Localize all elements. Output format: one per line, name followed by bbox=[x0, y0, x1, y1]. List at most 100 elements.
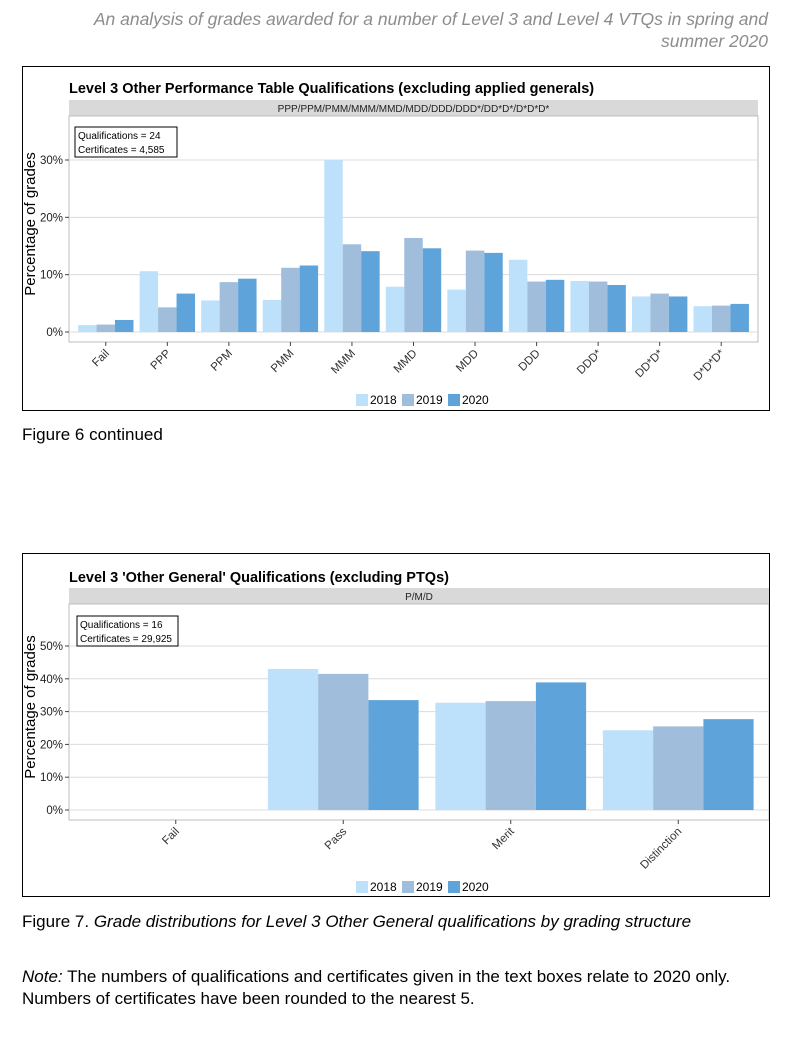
figure-7-caption: Figure 7. Grade distributions for Level … bbox=[22, 911, 762, 933]
fig6-bar-ppm-2019 bbox=[219, 282, 239, 332]
fig6-bar-mdd-2019 bbox=[465, 250, 485, 332]
fig6-xtick-label-ppp: PPP bbox=[149, 347, 174, 372]
fig6-bar-dstardstardstar-2018 bbox=[693, 306, 712, 332]
fig6-legend-label-2018: 2018 bbox=[370, 393, 397, 407]
fig6-bar-mdd-2018 bbox=[447, 289, 466, 332]
fig7-legend-label-2020: 2020 bbox=[462, 880, 489, 894]
fig6-bar-pmm-2018 bbox=[262, 299, 282, 332]
fig6-bar-ppm-2018 bbox=[201, 300, 220, 332]
fig6-legend-label-2019: 2019 bbox=[416, 393, 443, 407]
fig6-bar-mmd-2020 bbox=[422, 248, 442, 332]
fig6-chart-subtitle: PPP/PPM/PMM/MMM/MMD/MDD/DDD/DDD*/DD*D*/D… bbox=[278, 104, 550, 115]
fig6-xtick-label-ppm: PPM bbox=[209, 348, 235, 374]
fig6-info-line-1: Qualifications = 24 bbox=[78, 131, 161, 142]
fig6-bar-fail-2019 bbox=[96, 324, 116, 332]
fig6-bar-ddd-2018 bbox=[508, 259, 528, 332]
fig7-xtick-label-merit: Merit bbox=[490, 825, 517, 852]
fig6-bar-mmm-2020 bbox=[361, 251, 380, 332]
fig6-legend-swatch-2019 bbox=[402, 394, 414, 406]
fig6-bar-mmd-2019 bbox=[404, 237, 423, 332]
fig6-y-axis-label: Percentage of grades bbox=[23, 152, 39, 295]
fig7-bar-distinction-2019 bbox=[653, 726, 704, 810]
fig7-ytick-label-0: 0% bbox=[46, 805, 63, 817]
fig7-chart-title: Level 3 'Other General' Qualifications (… bbox=[69, 570, 449, 586]
fig6-bar-dstardstardstar-2019 bbox=[711, 305, 731, 332]
fig6-bar-pmm-2019 bbox=[281, 267, 300, 332]
fig6-info-line-2: Certificates = 4,585 bbox=[78, 145, 165, 156]
fig7-legend-label-2019: 2019 bbox=[416, 880, 443, 894]
fig6-bar-mmm-2018 bbox=[324, 160, 343, 332]
fig6-ytick-label-10: 10% bbox=[40, 270, 63, 282]
fig6-legend-label-2020: 2020 bbox=[462, 393, 489, 407]
fig6-xtick-label-fail: Fail bbox=[90, 348, 112, 370]
fig6-bar-ddstardstar-2019 bbox=[650, 293, 669, 332]
fig6-ytick-label-0: 0% bbox=[46, 327, 63, 339]
fig7-y-axis-label: Percentage of grades bbox=[23, 635, 39, 778]
fig6-bar-ddd-2020 bbox=[545, 279, 565, 332]
fig7-legend-swatch-2020 bbox=[448, 881, 460, 893]
fig7-bar-pass-2018 bbox=[267, 668, 319, 810]
fig7-subtitle-strip bbox=[69, 588, 769, 604]
fig6-bar-dddstar-2018 bbox=[570, 280, 589, 332]
fig6-legend-swatch-2020 bbox=[448, 394, 460, 406]
fig6-bar-ddd-2019 bbox=[527, 281, 546, 332]
fig6-bar-dddstar-2020 bbox=[607, 284, 626, 332]
fig6-bar-dstardstardstar-2020 bbox=[730, 303, 749, 332]
fig6-bar-ppm-2020 bbox=[238, 278, 257, 332]
fig7-info-line-2: Certificates = 29,925 bbox=[80, 634, 172, 645]
fig7-xtick-label-fail: Fail bbox=[160, 826, 182, 848]
fig6-bar-ddstardstar-2020 bbox=[668, 296, 688, 332]
fig6-chart-title: Level 3 Other Performance Table Qualific… bbox=[69, 81, 594, 97]
fig7-legend-swatch-2018 bbox=[356, 881, 368, 893]
fig6-xtick-label-dstardstardstar: D*D*D* bbox=[692, 347, 728, 383]
fig7-ytick-label-50: 50% bbox=[40, 641, 63, 653]
fig6-bar-pmm-2020 bbox=[299, 265, 319, 332]
fig6-ytick-label-20: 20% bbox=[40, 212, 63, 224]
fig7-info-box: Qualifications = 16 Certificates = 29,925 bbox=[76, 615, 179, 647]
fig6-info-box: Qualifications = 24 Certificates = 4,585 bbox=[74, 126, 178, 158]
fig7-ytick-label-10: 10% bbox=[40, 772, 63, 784]
figure-7-chart: Level 3 'Other General' Qualifications (… bbox=[22, 553, 770, 897]
fig6-xtick-label-mmm: MMM bbox=[329, 348, 358, 377]
fig7-info-line-1: Qualifications = 16 bbox=[80, 620, 163, 631]
fig6-xtick-label-ddstardstar: DD*D* bbox=[633, 347, 666, 380]
figure-6-caption: Figure 6 continued bbox=[22, 425, 163, 444]
fig7-legend-swatch-2019 bbox=[402, 881, 414, 893]
figure-6-chart: Level 3 Other Performance Table Qualific… bbox=[22, 66, 770, 411]
fig7-info-box-border bbox=[76, 615, 179, 647]
fig7-ytick-label-30: 30% bbox=[40, 707, 63, 719]
running-header: An analysis of grades awarded for a numb… bbox=[93, 9, 768, 51]
fig7-ytick-label-20: 20% bbox=[40, 739, 63, 751]
note: Note: The numbers of qualifications and … bbox=[22, 966, 782, 1010]
fig7-chart-subtitle: P/M/D bbox=[405, 592, 433, 603]
fig6-bar-fail-2020 bbox=[115, 319, 134, 332]
note-label: Note: bbox=[22, 967, 63, 986]
fig7-xtick-label-distinction: Distinction bbox=[638, 826, 684, 872]
fig6-bar-ddstardstar-2018 bbox=[631, 296, 651, 332]
figure-7-chart-svg: Level 3 'Other General' Qualifications (… bbox=[23, 570, 769, 894]
fig7-ytick-label-40: 40% bbox=[40, 674, 63, 686]
fig6-bar-ppp-2018 bbox=[139, 271, 159, 332]
fig6-ytick-label-30: 30% bbox=[40, 155, 63, 167]
fig6-bar-ppp-2019 bbox=[158, 307, 177, 332]
fig6-bar-dddstar-2019 bbox=[588, 281, 608, 332]
fig7-legend-label-2018: 2018 bbox=[370, 880, 397, 894]
fig6-bar-ppp-2020 bbox=[176, 293, 196, 332]
fig6-info-box-border bbox=[74, 126, 178, 158]
fig7-bar-pass-2019 bbox=[318, 673, 369, 810]
fig7-bar-merit-2020 bbox=[535, 682, 587, 810]
fig6-xtick-label-mdd: MDD bbox=[454, 348, 481, 375]
figure-7-caption-text: Grade distributions for Level 3 Other Ge… bbox=[93, 912, 692, 931]
fig7-xtick-label-pass: Pass bbox=[323, 825, 350, 852]
fig6-xtick-label-ddd: DDD bbox=[517, 348, 543, 374]
fig6-bar-fail-2018 bbox=[78, 325, 97, 332]
fig6-xtick-label-mmd: MMD bbox=[392, 348, 420, 376]
fig7-bar-distinction-2018 bbox=[602, 730, 654, 810]
fig6-bar-mmd-2018 bbox=[385, 286, 405, 332]
figure-6-chart-svg: Level 3 Other Performance Table Qualific… bbox=[23, 81, 759, 407]
fig6-bar-mdd-2020 bbox=[484, 252, 503, 332]
fig7-bar-merit-2019 bbox=[485, 701, 536, 810]
note-text: The numbers of qualifications and certif… bbox=[22, 967, 731, 1008]
fig6-subtitle-strip bbox=[69, 100, 758, 116]
fig6-bar-mmm-2019 bbox=[342, 244, 362, 332]
